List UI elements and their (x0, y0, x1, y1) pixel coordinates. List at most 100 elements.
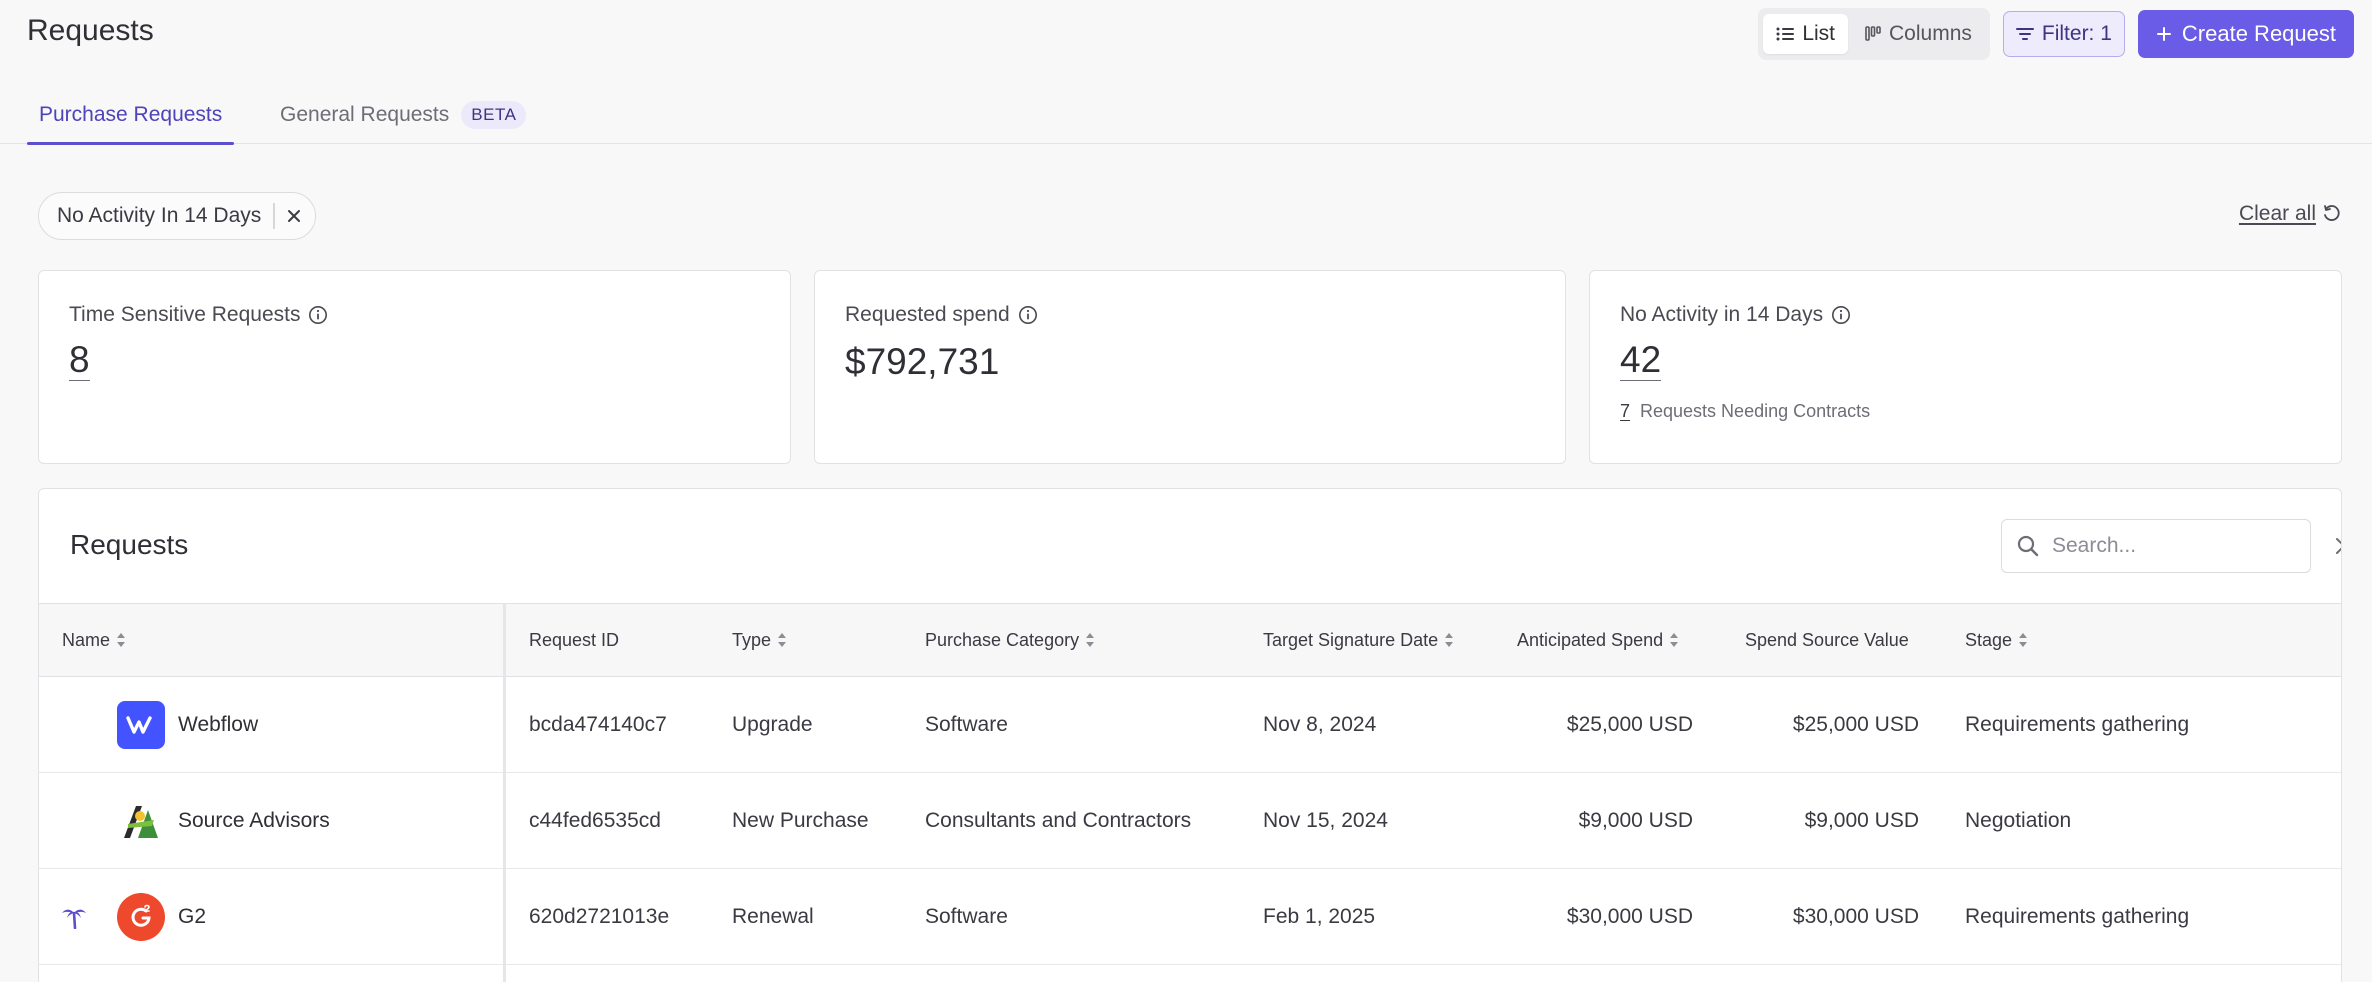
request-type: New Purchase (732, 809, 869, 832)
sort-icon (1669, 632, 1679, 648)
card-label-text: No Activity in 14 Days (1620, 303, 1824, 326)
frozen-column-divider (503, 603, 506, 982)
create-request-label: Create Request (2181, 21, 2336, 46)
column-header-anticipated-spend[interactable]: Anticipated Spend (1517, 604, 1679, 676)
clear-all-label: Clear all (2238, 202, 2316, 225)
column-label: Anticipated Spend (1517, 629, 1664, 650)
active-filter-chip: No Activity In 14 Days (38, 192, 316, 240)
reset-icon (2322, 204, 2342, 224)
column-header-target-signature-date[interactable]: Target Signature Date (1263, 604, 1454, 676)
sort-icon (2018, 632, 2028, 648)
columns-icon (1865, 26, 1881, 42)
column-label: Spend Source Value (1745, 629, 1909, 650)
card-time-sensitive: Time Sensitive Requests 8 (38, 270, 791, 464)
contracts-needed-count[interactable]: 7 (1620, 400, 1631, 421)
close-icon (287, 210, 300, 222)
card-no-activity: No Activity in 14 Days 42 7 Requests Nee… (1589, 270, 2342, 464)
column-header-spend-source-value: Spend Source Value (1745, 604, 1909, 676)
g2-logo (117, 893, 165, 941)
list-view-label: List (1802, 22, 1836, 45)
beta-badge: BETA (461, 101, 527, 129)
search-input[interactable] (2052, 534, 2323, 558)
purchase-category: Consultants and Contractors (925, 809, 1192, 832)
tab-bar: Purchase Requests General Requests BETA (0, 86, 2372, 145)
vendor-name[interactable]: Webflow (178, 713, 259, 736)
tab-label: Purchase Requests (39, 103, 223, 126)
columns-view-button[interactable]: Columns (1852, 14, 1985, 54)
list-view-button[interactable]: List (1763, 14, 1849, 54)
card-label-text: Time Sensitive Requests (69, 303, 301, 326)
spend-source-value: $30,000 USD (1792, 905, 1919, 928)
purchase-category: Software (925, 905, 1008, 928)
columns-view-label: Columns (1889, 22, 1972, 45)
info-icon[interactable] (1018, 305, 1038, 325)
table-row[interactable]: G2 620d2721013e Renewal Software Feb 1, … (39, 869, 2341, 965)
purchase-category: Software (925, 713, 1008, 736)
create-request-button[interactable]: Create Request (2137, 10, 2354, 58)
info-icon[interactable] (1831, 305, 1851, 325)
request-id: bcda474140c7 (529, 713, 667, 736)
table-row[interactable]: Webflow bcda474140c7 Upgrade Software No… (39, 677, 2341, 773)
sort-icon (777, 632, 787, 648)
tab-general-requests[interactable]: General Requests BETA (280, 86, 527, 144)
column-header-request-id: Request ID (529, 604, 619, 676)
source-advisors-logo (117, 797, 165, 845)
request-id: c44fed6535cd (529, 809, 661, 832)
column-label: Stage (1965, 629, 2013, 650)
vendor-name[interactable]: G2 (178, 905, 207, 928)
anticipated-spend: $30,000 USD (1566, 905, 1693, 928)
header-actions: List Columns Filter: 1 Create Request (1758, 8, 2354, 60)
search-icon (2016, 534, 2040, 558)
vendor-name[interactable]: Source Advisors (178, 809, 330, 832)
target-date: Nov 8, 2024 (1263, 713, 1377, 736)
contracts-needed-label: Requests Needing Contracts (1640, 400, 1871, 421)
spend-source-value: $25,000 USD (1792, 713, 1919, 736)
remove-filter-button[interactable] (287, 205, 301, 227)
stage: Requirements gathering (1965, 713, 2190, 736)
page-title: Requests (27, 14, 154, 47)
webflow-logo (117, 701, 165, 749)
close-icon (2336, 538, 2341, 554)
tab-purchase-requests[interactable]: Purchase Requests (27, 86, 235, 145)
request-type: Renewal (732, 905, 814, 928)
sort-icon (1085, 632, 1095, 648)
column-header-purchase-category[interactable]: Purchase Category (925, 604, 1095, 676)
card-label: Requested spend (845, 303, 1535, 327)
request-type: Upgrade (732, 713, 813, 736)
column-header-stage[interactable]: Stage (1965, 604, 2028, 676)
plus-icon (2156, 26, 2172, 42)
table-row[interactable]: Source Advisors c44fed6535cd New Purchas… (39, 773, 2341, 869)
spend-source-value: $9,000 USD (1804, 809, 1919, 832)
sort-icon (1444, 632, 1454, 648)
card-label: Time Sensitive Requests (69, 303, 760, 327)
clear-search-button[interactable] (2335, 537, 2341, 555)
view-toggle: List Columns (1758, 8, 1990, 60)
anticipated-spend: $9,000 USD (1578, 809, 1693, 832)
column-label: Name (62, 629, 111, 650)
no-activity-count[interactable]: 42 (1620, 339, 1662, 381)
request-id: 620d2721013e (529, 905, 670, 928)
column-header-name[interactable]: Name (62, 604, 126, 676)
card-label-text: Requested spend (845, 303, 1010, 326)
filter-button[interactable]: Filter: 1 (2002, 11, 2125, 57)
column-label: Target Signature Date (1263, 629, 1439, 650)
tab-label: General Requests (280, 103, 450, 126)
info-icon[interactable] (308, 305, 328, 325)
requested-spend-value: $792,731 (845, 341, 1000, 382)
stage: Requirements gathering (1965, 905, 2190, 928)
column-header-type[interactable]: Type (732, 604, 787, 676)
target-date: Feb 1, 2025 (1263, 905, 1376, 928)
column-label: Purchase Category (925, 629, 1080, 650)
list-icon (1776, 26, 1795, 42)
clear-all-button[interactable]: Clear all (2239, 202, 2342, 226)
stage: Negotiation (1965, 809, 2072, 832)
column-label: Type (732, 629, 772, 650)
anticipated-spend: $25,000 USD (1566, 713, 1693, 736)
filter-label: Filter: 1 (2041, 22, 2112, 45)
time-sensitive-count[interactable]: 8 (69, 339, 90, 381)
filter-chip-label: No Activity In 14 Days (57, 204, 262, 227)
table-header: Name Request ID Type Purchase Category T… (39, 603, 2341, 677)
column-label: Request ID (529, 629, 620, 650)
sort-icon (116, 632, 126, 648)
chip-divider (273, 203, 275, 229)
